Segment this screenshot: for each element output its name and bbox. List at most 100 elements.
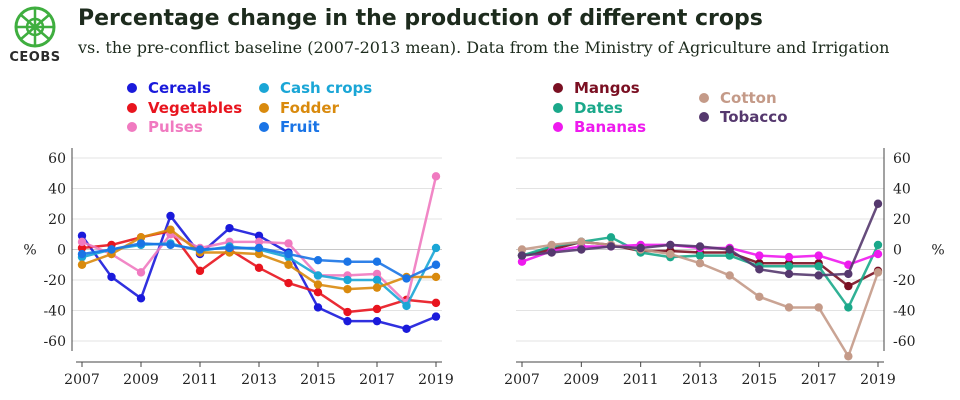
data-point <box>225 223 234 233</box>
legend-label: Cash crops <box>280 79 372 97</box>
data-point <box>284 239 293 248</box>
data-point <box>166 211 175 221</box>
x-tick-label: 2009 <box>564 372 600 388</box>
legend-label: Bananas <box>574 118 646 136</box>
data-point <box>431 298 441 308</box>
legend-marker <box>127 83 137 93</box>
legend-marker <box>259 83 269 93</box>
x-tick-label: 2013 <box>241 372 277 388</box>
legend-marker <box>553 122 563 132</box>
data-point <box>402 301 411 311</box>
data-point <box>372 275 382 285</box>
data-point <box>755 265 764 274</box>
data-point <box>77 243 87 253</box>
data-point <box>814 303 823 312</box>
data-point <box>343 275 352 285</box>
data-point <box>784 303 794 312</box>
legend-label: Pulses <box>148 118 203 136</box>
data-point <box>547 248 556 257</box>
data-point <box>844 281 853 291</box>
legend-marker <box>127 103 137 113</box>
data-point <box>136 294 146 303</box>
data-point <box>313 271 323 280</box>
data-point <box>844 352 853 361</box>
data-point <box>343 307 352 317</box>
data-point <box>254 249 264 259</box>
y-tick-label: 20 <box>48 212 66 228</box>
legend-marker <box>553 83 563 93</box>
y-tick-label: 20 <box>893 212 911 228</box>
data-point <box>107 245 116 254</box>
legend-label: Mangos <box>574 79 640 97</box>
data-point <box>784 262 794 271</box>
data-point <box>814 262 823 271</box>
data-point <box>402 274 411 283</box>
y-tick-label: -60 <box>893 334 916 350</box>
data-point <box>517 257 527 266</box>
data-point <box>402 324 411 333</box>
data-point <box>431 312 441 321</box>
data-point <box>666 249 675 259</box>
legend-marker <box>699 112 709 122</box>
data-point <box>431 260 441 269</box>
x-tick-label: 2013 <box>682 372 718 388</box>
data-point <box>107 272 116 282</box>
y-tick-label: -40 <box>893 304 916 320</box>
y-tick-label: 0 <box>893 243 902 259</box>
data-point <box>873 268 883 277</box>
data-point <box>814 271 823 280</box>
data-point <box>666 240 675 250</box>
data-point <box>695 259 705 268</box>
legend-label: Fruit <box>280 118 320 136</box>
legend-marker <box>259 122 269 132</box>
legend-marker <box>259 103 269 113</box>
data-point <box>254 231 264 240</box>
data-point <box>136 268 146 277</box>
logo-text: CEOBS <box>9 50 61 65</box>
data-point <box>166 240 175 250</box>
data-point <box>136 233 146 242</box>
y-axis-label: % <box>931 243 944 259</box>
legend-label: Dates <box>574 99 623 117</box>
data-point <box>254 237 264 247</box>
data-point <box>313 280 323 289</box>
data-point <box>195 245 205 254</box>
data-point <box>343 257 352 266</box>
x-tick-label: 2011 <box>623 372 659 388</box>
legend-label: Cereals <box>148 79 211 97</box>
chart-subtitle: vs. the pre-conflict baseline (2007-2013… <box>78 38 890 57</box>
data-point <box>844 303 853 312</box>
x-tick-label: 2017 <box>801 372 837 388</box>
y-tick-label: 60 <box>48 151 66 167</box>
data-point <box>814 251 823 260</box>
data-point <box>343 284 352 294</box>
data-point <box>695 242 705 251</box>
legend-marker <box>127 122 137 132</box>
x-tick-label: 2019 <box>418 372 454 388</box>
data-point <box>431 172 441 181</box>
data-point <box>225 243 234 253</box>
x-tick-label: 2007 <box>64 372 100 388</box>
data-point <box>343 316 352 326</box>
data-point <box>372 269 382 279</box>
data-point <box>725 245 734 254</box>
y-tick-label: 60 <box>893 151 911 167</box>
data-point <box>755 251 764 260</box>
data-point <box>431 243 441 253</box>
data-point <box>313 288 323 297</box>
data-point <box>577 245 586 254</box>
data-point <box>636 243 645 253</box>
data-point <box>517 251 527 260</box>
data-point <box>284 260 293 269</box>
legend-label: Tobacco <box>720 108 788 126</box>
x-tick-label: 2009 <box>123 372 159 388</box>
data-point <box>517 245 527 254</box>
chart-title: Percentage change in the production of d… <box>78 6 763 31</box>
data-point <box>313 255 323 265</box>
legend-label: Fodder <box>280 99 340 117</box>
y-tick-label: 40 <box>48 182 66 198</box>
legend-label: Cotton <box>720 89 777 107</box>
data-point <box>577 237 586 247</box>
data-point <box>372 316 382 326</box>
y-tick-label: -60 <box>43 334 66 350</box>
